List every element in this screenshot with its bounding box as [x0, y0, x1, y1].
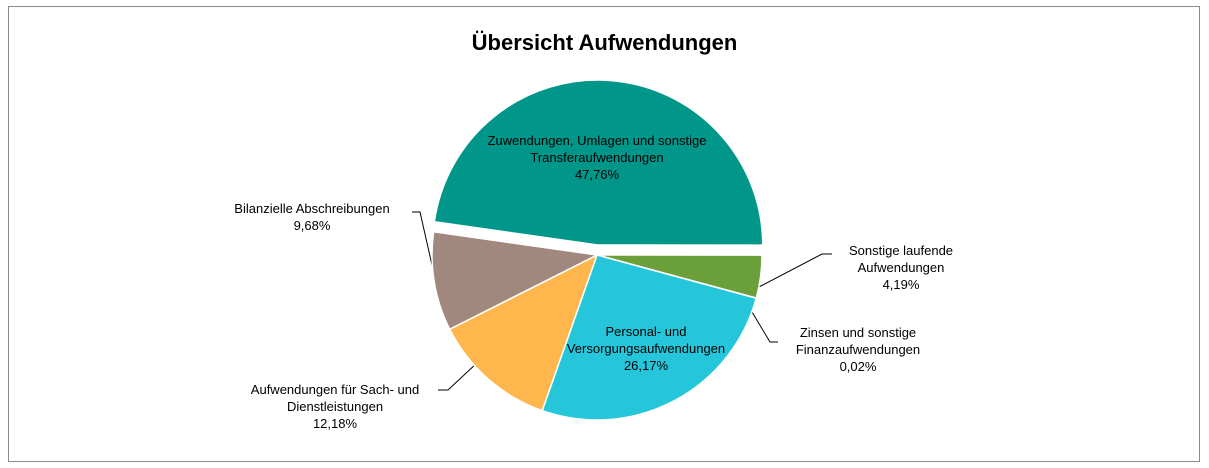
slice-value: 12,18% [312, 416, 358, 431]
leader-line [412, 211, 433, 266]
pie-slice [541, 254, 758, 421]
slice-name: Zinsen und sonstige Finanzaufwendungen [795, 325, 921, 357]
slice-name: Aufwendungen für Sach- und Dienstleistun… [250, 382, 420, 414]
slice-value: 47,76% [574, 167, 620, 182]
slice-value: 26,17% [623, 358, 669, 373]
pie-slice [431, 230, 600, 331]
chart-frame [8, 6, 1200, 462]
slice-name: Personal- und Versorgungsaufwendungen [566, 324, 726, 356]
slice-label: Zuwendungen, Umlagen und sonstige Transf… [487, 132, 707, 183]
chart-title: Übersicht Aufwendungen [471, 30, 738, 55]
slice-name: Bilanzielle Abschreibungen [234, 201, 390, 216]
leader-line [756, 253, 832, 289]
slice-name: Zuwendungen, Umlagen und sonstige Transf… [487, 133, 707, 165]
slice-label: Personal- und Versorgungsaufwendungen 26,… [536, 323, 756, 374]
pie-slice [433, 79, 764, 246]
leader-line [751, 311, 778, 343]
slice-name: Sonstige laufende Aufwendungen [848, 243, 954, 275]
slice-value: 0,02% [839, 359, 877, 374]
slice-value: 9,68% [293, 218, 331, 233]
pie-slice [448, 253, 599, 412]
leader-line [438, 361, 479, 391]
slice-value: 4,19% [882, 277, 920, 292]
slice-label: Bilanzielle Abschreibungen 9,68% [202, 200, 422, 234]
slice-label: Aufwendungen für Sach- und Dienstleistun… [215, 381, 455, 432]
slice-label: Zinsen und sonstige Finanzaufwendungen 0,… [768, 324, 948, 375]
slice-label: Sonstige laufende Aufwendungen 4,19% [826, 242, 976, 293]
